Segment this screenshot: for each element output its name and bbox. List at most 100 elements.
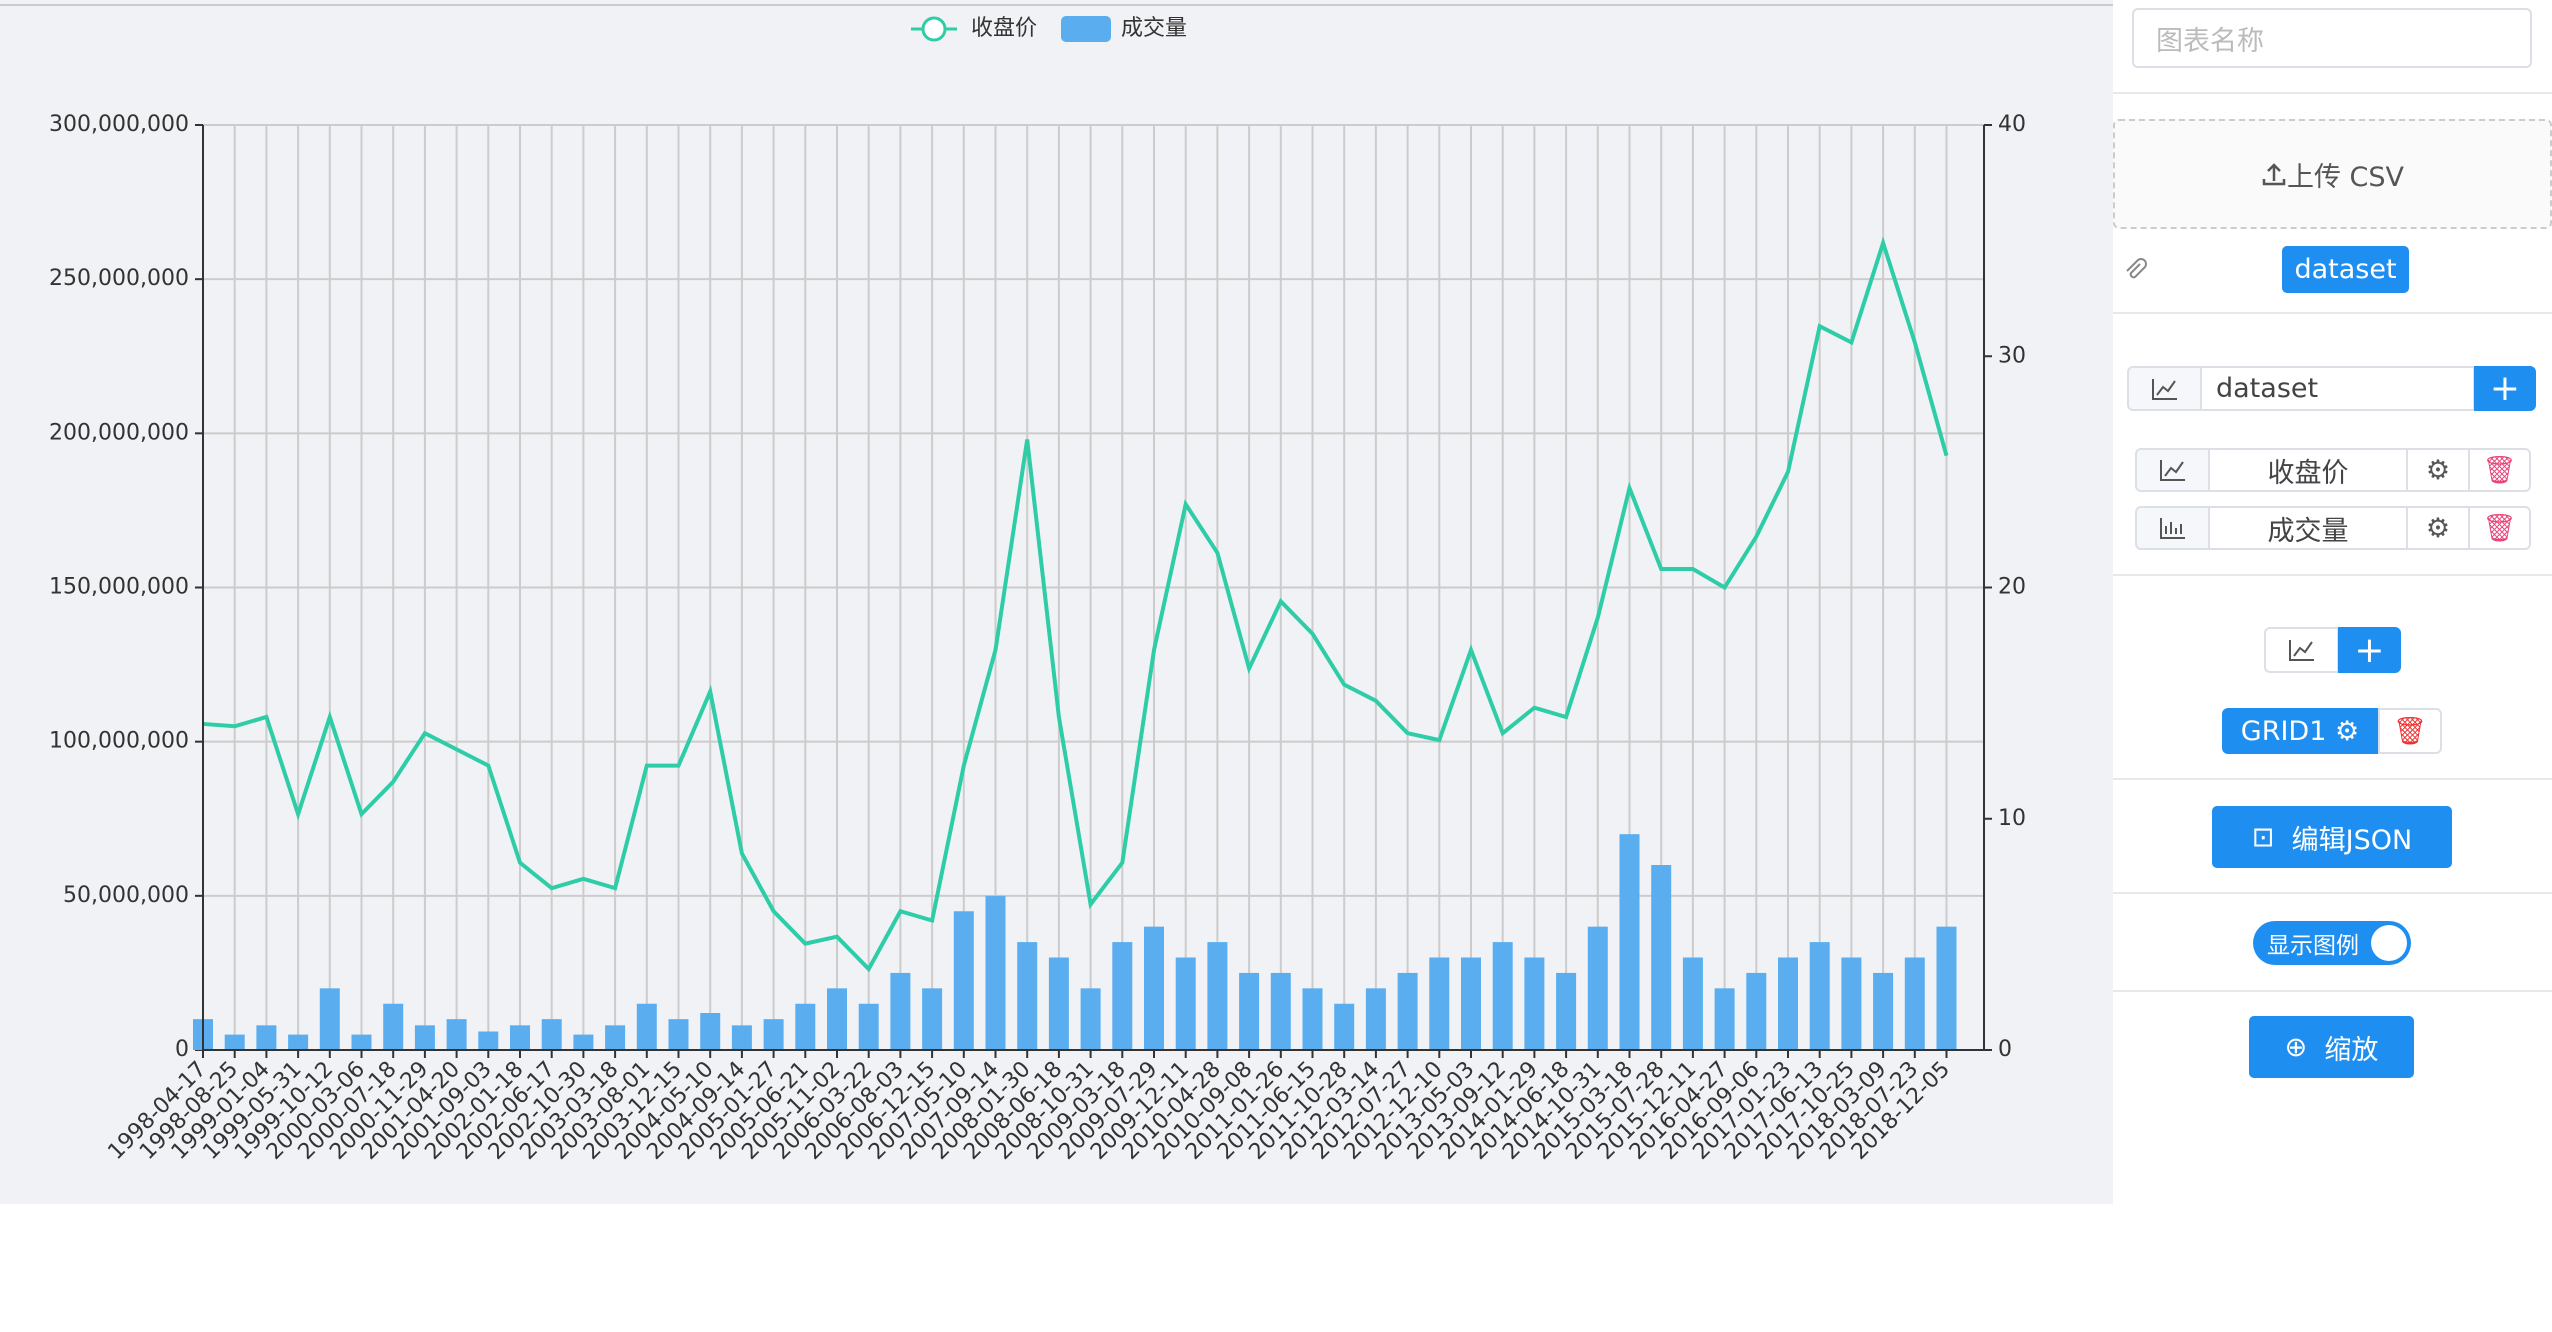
bar xyxy=(1048,957,1069,1050)
bar xyxy=(1144,926,1164,1050)
y2-tick-label: 10 xyxy=(1998,806,2026,831)
edit-json-label: 编辑JSON xyxy=(2291,824,2413,856)
bar xyxy=(1334,1003,1355,1050)
dataset-tag[interactable]: dataset xyxy=(2282,246,2409,293)
chart-name-input[interactable]: 图表名称 xyxy=(2132,8,2532,68)
line-icon xyxy=(2151,378,2177,400)
bar xyxy=(1270,972,1291,1050)
y2-tick-label: 30 xyxy=(1998,343,2026,368)
bar xyxy=(1936,926,1957,1050)
bar xyxy=(383,1003,404,1050)
switch-knob xyxy=(2371,925,2407,961)
bar-icon xyxy=(2159,518,2185,539)
upload-area[interactable]: 上传 CSV xyxy=(2113,119,2552,229)
zoom-button[interactable]: ⊕ 缩放 xyxy=(2249,1016,2414,1078)
legend-switch-label: 显示图例 xyxy=(2267,933,2359,959)
bar xyxy=(636,1003,657,1050)
bar xyxy=(414,1025,435,1050)
bar xyxy=(1492,942,1513,1050)
bar xyxy=(1714,988,1735,1050)
bar xyxy=(288,1034,309,1050)
bar xyxy=(541,1019,562,1050)
legend-marker xyxy=(921,16,947,42)
grid-tag[interactable]: GRID1 ⚙ xyxy=(2222,708,2378,754)
edit-json-button[interactable]: ⊡ 编辑JSON xyxy=(2212,806,2452,868)
bar xyxy=(256,1025,277,1050)
delete-grid-button[interactable]: 🗑 xyxy=(2378,708,2442,754)
bar xyxy=(1397,972,1418,1050)
y-tick-label: 300,000,000 xyxy=(49,112,189,137)
upload-label: 上传 CSV xyxy=(2286,161,2405,193)
divider xyxy=(2113,892,2552,894)
bar xyxy=(1112,942,1133,1050)
bar xyxy=(890,972,911,1050)
legend-switch[interactable]: 显示图例 xyxy=(2253,921,2411,965)
bar xyxy=(922,988,943,1050)
zoom-label: 缩放 xyxy=(2324,1034,2379,1066)
bar xyxy=(795,1003,816,1050)
line xyxy=(202,236,1949,973)
bar xyxy=(510,1025,530,1050)
divider xyxy=(2113,990,2552,992)
grid-tag-label: GRID1 xyxy=(2240,715,2327,747)
chart-type-icon[interactable] xyxy=(2127,366,2202,411)
attach-icon xyxy=(2126,258,2147,279)
series-name[interactable]: 收盘价 xyxy=(2208,448,2408,492)
bar xyxy=(1619,834,1640,1050)
y-tick-label: 100,000,000 xyxy=(49,729,189,754)
bar xyxy=(1429,957,1450,1050)
series-name[interactable]: 成交量 xyxy=(2208,506,2408,550)
y-tick-label: 50,000,000 xyxy=(63,883,189,908)
delete-button[interactable]: 🗑 xyxy=(2468,448,2531,492)
bar xyxy=(1809,942,1830,1050)
y-tick-label: 150,000,000 xyxy=(49,575,189,600)
divider xyxy=(2113,574,2552,576)
add-series-button[interactable]: + xyxy=(2474,366,2536,411)
bar xyxy=(1841,957,1862,1050)
bar xyxy=(446,1019,467,1050)
bar xyxy=(827,988,847,1050)
line-icon xyxy=(2288,640,2314,661)
delete-button[interactable]: 🗑 xyxy=(2468,506,2531,550)
bar xyxy=(1207,942,1228,1050)
divider xyxy=(2113,92,2552,94)
y-tick-label: 250,000,000 xyxy=(49,266,189,291)
bar xyxy=(985,895,1006,1050)
bar xyxy=(763,1019,784,1050)
dataset-input[interactable]: dataset xyxy=(2200,366,2475,411)
bar xyxy=(1587,926,1608,1050)
bar xyxy=(605,1025,626,1050)
legend-label: 收盘价 xyxy=(971,16,1037,41)
bar xyxy=(731,1025,752,1050)
series-icon xyxy=(2135,448,2210,492)
bar xyxy=(1651,865,1672,1050)
upload-icon xyxy=(2262,163,2286,186)
bar xyxy=(319,988,340,1050)
y2-tick-label: 20 xyxy=(1998,575,2026,600)
settings-button[interactable]: ⚙ xyxy=(2406,506,2470,550)
settings-button[interactable]: ⚙ xyxy=(2406,448,2470,492)
bar xyxy=(1556,972,1577,1050)
divider xyxy=(2113,312,2552,314)
bar xyxy=(1461,957,1481,1050)
bar xyxy=(668,1019,689,1050)
bar xyxy=(478,1031,499,1050)
bar xyxy=(1302,988,1323,1050)
legend-label: 成交量 xyxy=(1121,16,1187,41)
bar xyxy=(1365,988,1386,1050)
bar xyxy=(1682,957,1703,1050)
bar xyxy=(1746,972,1767,1050)
grid-icon xyxy=(2264,627,2339,673)
bar xyxy=(351,1034,372,1050)
y-tick-label: 200,000,000 xyxy=(49,420,189,445)
bar xyxy=(1873,972,1894,1050)
bar xyxy=(1524,957,1545,1050)
add-grid-button[interactable]: + xyxy=(2338,627,2401,673)
y-tick-label: 0 xyxy=(175,1037,189,1062)
bar xyxy=(1239,972,1260,1050)
y2-tick-label: 0 xyxy=(1998,1037,2012,1062)
divider xyxy=(2113,778,2552,780)
bar xyxy=(1904,957,1925,1050)
bar xyxy=(700,1013,721,1050)
